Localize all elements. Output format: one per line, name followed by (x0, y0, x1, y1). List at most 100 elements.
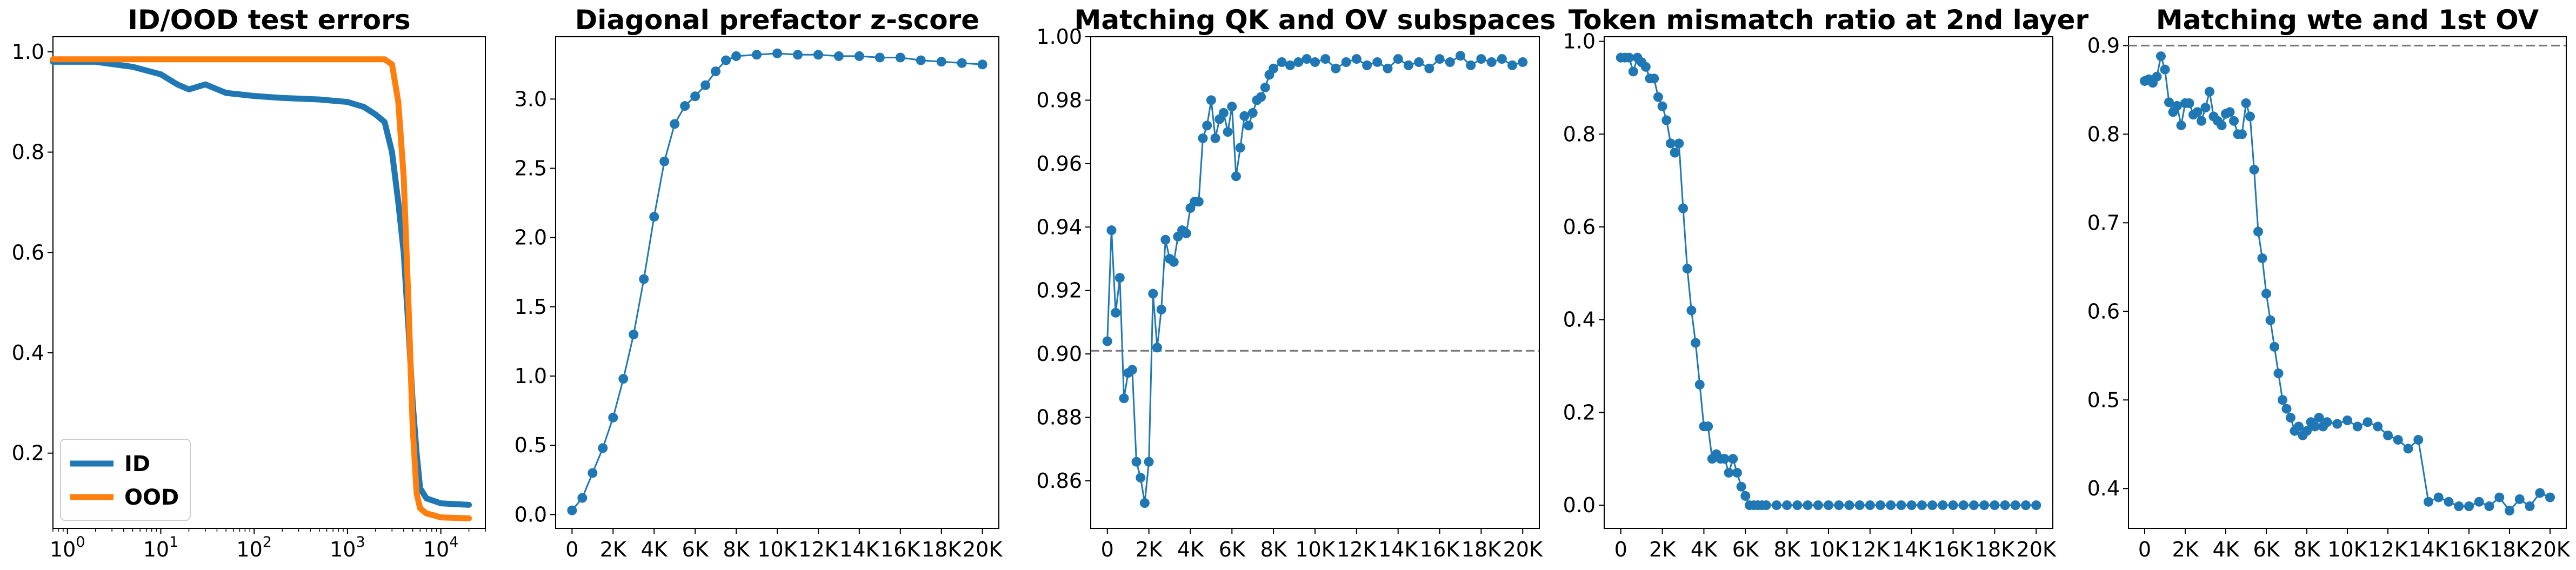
chart-panel-2: Diagonal prefactor z-score 0.0 0.5 1.0 1.5 2.… (515, 4, 1003, 561)
data-point (2302, 426, 2312, 436)
data-point (2403, 444, 2413, 454)
x-tick-label: 14K (839, 538, 879, 561)
data-point (711, 66, 721, 77)
data-point (1372, 57, 1383, 67)
data-point (2021, 500, 2031, 511)
data-point (2257, 253, 2267, 263)
x-tick-label: 20K (1503, 538, 1543, 561)
data-point (1169, 257, 1179, 267)
data-point (1223, 127, 1233, 137)
data-point (2383, 430, 2393, 440)
x-tick-label: 6K (1732, 538, 1759, 561)
data-point (577, 493, 588, 503)
y-tick-label: 0.6 (1563, 215, 1596, 239)
x-tick-label: 18K (922, 538, 962, 561)
data-point (700, 80, 711, 90)
data-point (1152, 343, 1162, 353)
x-tick-label: 12K (1337, 538, 1377, 561)
data-point (2454, 501, 2464, 512)
data-point (2160, 64, 2170, 75)
data-point (1674, 138, 1684, 149)
data-point (1351, 54, 1362, 64)
data-point (1824, 500, 1833, 511)
data-point (2217, 120, 2227, 130)
x-tick-label: 16K (2449, 538, 2489, 561)
x-tick-exponent: 2 (263, 534, 272, 551)
y-tick-label: 1.5 (515, 295, 547, 319)
y-tick-label: 3.0 (515, 87, 547, 111)
y-tick-label: 1.00 (1036, 25, 1082, 49)
data-point (2343, 415, 2352, 425)
data-point (588, 468, 598, 478)
data-point (2205, 86, 2214, 97)
data-point (1206, 95, 1216, 105)
data-point (2265, 315, 2275, 325)
y-tick-label: 0.8 (12, 140, 44, 164)
y-tick-label: 0.5 (515, 433, 547, 457)
data-point (1139, 498, 1150, 508)
data-point (1782, 500, 1792, 511)
data-point (1486, 57, 1497, 67)
x-tick-label: 10K (1808, 538, 1848, 561)
data-point (1341, 57, 1351, 67)
data-point (2176, 120, 2186, 130)
x-tick-exponent: 0 (76, 534, 85, 551)
data-point (618, 374, 629, 384)
legend-label: ID (124, 452, 150, 477)
data-point (649, 212, 659, 222)
data-point (1181, 229, 1191, 238)
data-point (916, 55, 926, 65)
data-point (1792, 500, 1803, 511)
data-point (1661, 115, 1672, 125)
data-point (721, 55, 731, 65)
x-tick-exponent: 4 (449, 534, 458, 551)
plot-frame (555, 36, 999, 529)
data-point (1979, 500, 1990, 511)
data-point (2225, 107, 2235, 117)
y-tick-label: 0.98 (1036, 88, 1082, 112)
data-point (1691, 338, 1701, 348)
data-point (2314, 413, 2324, 423)
data-point (1115, 273, 1125, 283)
y-tick-label: 0.7 (2087, 211, 2120, 234)
data-point (2310, 421, 2320, 432)
plot-frame (1090, 36, 1540, 529)
y-tick-label: 1.0 (1563, 30, 1596, 53)
data-point (1624, 52, 1634, 63)
x-tick-label: 16K (880, 538, 920, 561)
x-tick-label: 2K (1649, 538, 1676, 561)
x-tick-label: 0 (565, 538, 578, 561)
data-point (2172, 100, 2182, 111)
y-tick-label: 2.5 (515, 157, 547, 180)
data-point (2278, 395, 2287, 405)
data-point (1136, 473, 1146, 483)
data-point (1119, 393, 1129, 404)
y-tick-label: 0.6 (2087, 299, 2120, 323)
data-point (1694, 379, 1705, 390)
x-tick-label: 6K (682, 538, 709, 561)
data-point (772, 48, 782, 58)
data-point (1144, 457, 1154, 467)
data-point (1198, 133, 1208, 143)
x-tick-label: 0 (1614, 538, 1627, 561)
x-tick-label: 4K (1691, 538, 1718, 561)
x-tick-label: 10K (757, 538, 797, 561)
x-tick-label: 18K (1461, 538, 1501, 561)
x-tick-label: 4K (641, 538, 668, 561)
chart-title: Token mismatch ratio at 2nd layer (1569, 4, 2089, 36)
x-tick-label: 10K (1295, 538, 1335, 561)
x-tick-label: 8K (723, 538, 750, 561)
x-tick-label: 104 (423, 534, 459, 561)
x-tick-exponent: 3 (356, 534, 365, 551)
data-point (1968, 500, 1979, 511)
data-point (977, 59, 987, 70)
x-tick-label: 16K (1420, 538, 1460, 561)
x-tick-label: 18K (2490, 538, 2530, 561)
data-point (854, 51, 864, 61)
y-tick-label: 0.8 (2087, 122, 2120, 146)
chart-title: Diagonal prefactor z-score (575, 4, 979, 36)
data-point (1886, 500, 1896, 511)
data-point (1653, 92, 1663, 102)
data-point (1728, 454, 1738, 464)
data-point (1466, 60, 1476, 70)
